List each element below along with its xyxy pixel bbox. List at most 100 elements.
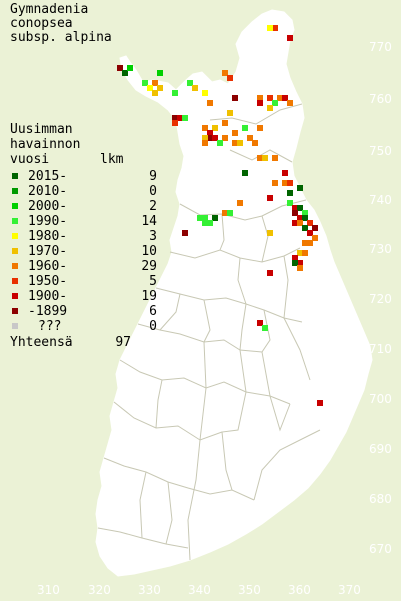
legend-total-count: 97	[115, 335, 131, 350]
observation-square	[207, 220, 213, 226]
observation-square	[172, 120, 178, 126]
observation-square	[222, 210, 228, 216]
observation-square	[312, 225, 318, 231]
observation-square	[172, 115, 178, 121]
legend-count: 19	[141, 289, 157, 304]
legend-row: -1899 6	[12, 304, 157, 319]
observation-square	[297, 215, 303, 221]
finland-land	[95, 9, 373, 577]
observation-square	[267, 270, 273, 276]
observation-square	[297, 265, 303, 271]
legend-period: -1899	[28, 304, 68, 319]
observation-square	[232, 130, 238, 136]
y-tick-label: 690	[369, 442, 392, 456]
observation-square	[147, 85, 153, 91]
observation-square	[227, 210, 233, 216]
legend-swatch	[12, 308, 18, 314]
y-tick-label: 720	[369, 292, 392, 306]
observation-square	[262, 325, 268, 331]
legend-swatch	[12, 263, 18, 269]
legend-header-line-2: havainnon	[10, 137, 81, 152]
legend-count: 14	[141, 214, 157, 229]
legend-row: 1990- 14	[12, 214, 157, 229]
observation-square	[292, 205, 298, 211]
observation-square	[247, 135, 253, 141]
observation-square	[172, 90, 178, 96]
observation-square	[262, 155, 268, 161]
observation-square	[182, 115, 188, 121]
observation-square	[272, 25, 278, 31]
observation-square	[282, 180, 288, 186]
observation-square	[287, 200, 293, 206]
observation-square	[212, 135, 218, 141]
observation-square	[227, 110, 233, 116]
observation-square	[157, 85, 163, 91]
observation-square	[297, 205, 303, 211]
observation-square	[207, 100, 213, 106]
observation-square	[312, 235, 318, 241]
observation-square	[292, 255, 298, 261]
legend-period: 2015-	[28, 169, 68, 184]
observation-square	[192, 85, 198, 91]
legend-row: 1980- 3	[12, 229, 157, 244]
observation-square	[287, 190, 293, 196]
y-tick-label: 680	[369, 492, 392, 506]
observation-square	[252, 140, 258, 146]
legend-row: ??? 0	[12, 319, 157, 334]
observation-square	[302, 210, 308, 216]
observation-square	[152, 80, 158, 86]
observation-square	[317, 400, 323, 406]
observation-square	[267, 230, 273, 236]
observation-square	[282, 95, 288, 101]
species-title-line-1: Gymnadenia	[10, 2, 89, 17]
observation-square	[287, 100, 293, 106]
observation-square	[207, 130, 213, 136]
legend-swatch	[12, 323, 18, 329]
legend-swatch	[12, 218, 18, 224]
observation-markers	[117, 25, 323, 406]
legend-row: 1970- 10	[12, 244, 157, 259]
observation-square	[202, 215, 208, 221]
observation-square	[267, 95, 273, 101]
observation-square	[232, 95, 238, 101]
x-tick-label: 310	[37, 583, 60, 597]
legend-period: 1970-	[28, 244, 68, 259]
legend-row: 1950- 5	[12, 274, 157, 289]
observation-square	[272, 100, 278, 106]
legend-swatch	[12, 278, 18, 284]
legend-count: 2	[149, 199, 157, 214]
x-tick-label: 320	[88, 583, 111, 597]
observation-square	[177, 115, 183, 121]
legend-row: 2000- 2	[12, 199, 157, 214]
observation-square	[267, 195, 273, 201]
legend-period: 1960-	[28, 259, 68, 274]
observation-square	[222, 135, 228, 141]
observation-square	[257, 320, 263, 326]
legend-swatch	[12, 248, 18, 254]
legend-count: 6	[149, 304, 157, 319]
observation-square	[197, 215, 203, 221]
y-tick-label: 770	[369, 40, 392, 54]
species-title-line-2: conopsea	[10, 16, 73, 31]
observation-square	[202, 125, 208, 131]
observation-square	[302, 225, 308, 231]
observation-square	[242, 125, 248, 131]
legend-swatch	[12, 188, 18, 194]
x-tick-label: 370	[338, 583, 361, 597]
species-title-line-3: subsp. alpina	[10, 30, 112, 45]
observation-square	[222, 120, 228, 126]
legend-count: 10	[141, 244, 157, 259]
observation-square	[297, 185, 303, 191]
legend-count: 3	[149, 229, 157, 244]
legend-swatch	[12, 233, 18, 239]
legend-col-period: vuosi	[10, 152, 50, 167]
legend-total-label: Yhteensä	[10, 335, 73, 350]
observation-square	[272, 155, 278, 161]
observation-square	[202, 90, 208, 96]
observation-square	[127, 65, 133, 71]
y-tick-label: 740	[369, 193, 392, 207]
y-tick-label: 730	[369, 242, 392, 256]
observation-square	[297, 250, 303, 256]
